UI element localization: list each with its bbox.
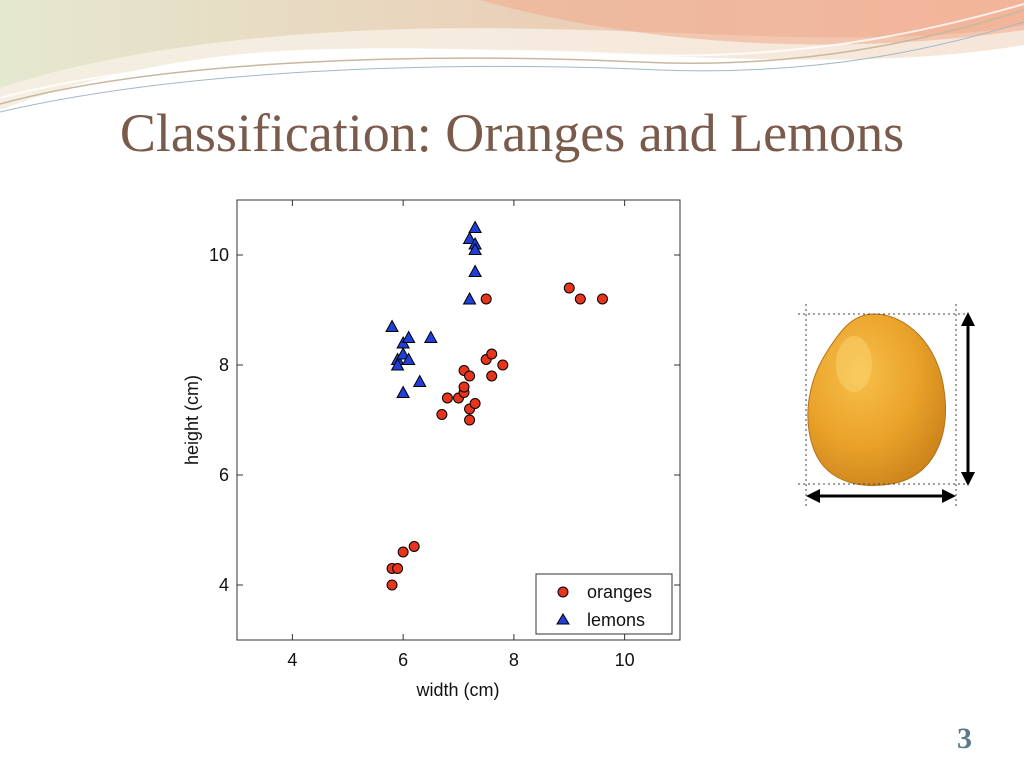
legend-lemon-marker — [556, 613, 570, 625]
x-tick-label: 10 — [615, 650, 635, 670]
lemon-icon — [807, 313, 946, 486]
orange-point — [436, 409, 448, 420]
width-arrow-icon — [806, 489, 956, 503]
orange-point — [464, 414, 476, 426]
y-axis-ticks: 4 6 8 10 — [209, 245, 680, 595]
plot-area — [236, 199, 681, 641]
y-axis-label: height (cm) — [182, 375, 202, 465]
x-tick-label: 4 — [287, 650, 297, 670]
x-tick-label: 6 — [398, 650, 408, 670]
lemon-point — [468, 220, 482, 233]
legend: oranges lemons — [535, 573, 673, 635]
legend-lemon-label: lemons — [587, 610, 645, 630]
height-arrow-icon — [961, 312, 975, 486]
lemon-point — [423, 330, 438, 343]
orange-point — [464, 370, 476, 382]
legend-orange-marker — [557, 586, 569, 598]
y-tick-label: 6 — [219, 465, 229, 485]
orange-point — [563, 282, 575, 294]
legend-orange-label: oranges — [587, 582, 652, 602]
x-tick-label: 8 — [509, 650, 519, 670]
lemon-point — [401, 330, 416, 343]
lemon-point — [390, 357, 405, 371]
data-points — [385, 220, 608, 591]
lemon-point — [468, 242, 482, 255]
x-axis-label: width (cm) — [415, 680, 499, 700]
scatter-chart: 4 6 8 10 4 6 8 10 width (cm) height (cm) orang… — [182, 199, 681, 700]
lemon-point — [396, 385, 410, 398]
lemon-point — [468, 264, 482, 277]
lemon-point — [462, 291, 477, 305]
slide-number: 3 — [957, 722, 972, 755]
orange-point — [486, 348, 498, 360]
orange-point — [469, 398, 481, 409]
y-tick-label: 10 — [209, 245, 229, 265]
orange-point — [408, 541, 420, 552]
orange-point — [480, 293, 492, 305]
lemon-point — [401, 352, 416, 365]
orange-point — [386, 579, 398, 591]
orange-point — [574, 293, 586, 305]
slide-title: Classification: Oranges and Lemons — [119, 103, 905, 163]
lemon-point — [396, 346, 410, 360]
y-tick-label: 4 — [219, 575, 229, 595]
x-axis-ticks: 4 6 8 10 — [287, 200, 635, 670]
decorative-banner — [0, 0, 1024, 113]
orange-point — [486, 370, 498, 382]
lemon-point — [462, 231, 477, 244]
lemon-point — [412, 374, 427, 387]
orange-point — [392, 563, 404, 574]
orange-point — [441, 392, 453, 404]
y-tick-label: 8 — [219, 355, 229, 375]
orange-point — [497, 359, 509, 371]
lemon-point — [385, 319, 399, 332]
orange-point — [596, 293, 608, 305]
lemon-dimension-illustration — [788, 300, 984, 516]
orange-point — [458, 381, 470, 393]
orange-point — [397, 546, 409, 558]
